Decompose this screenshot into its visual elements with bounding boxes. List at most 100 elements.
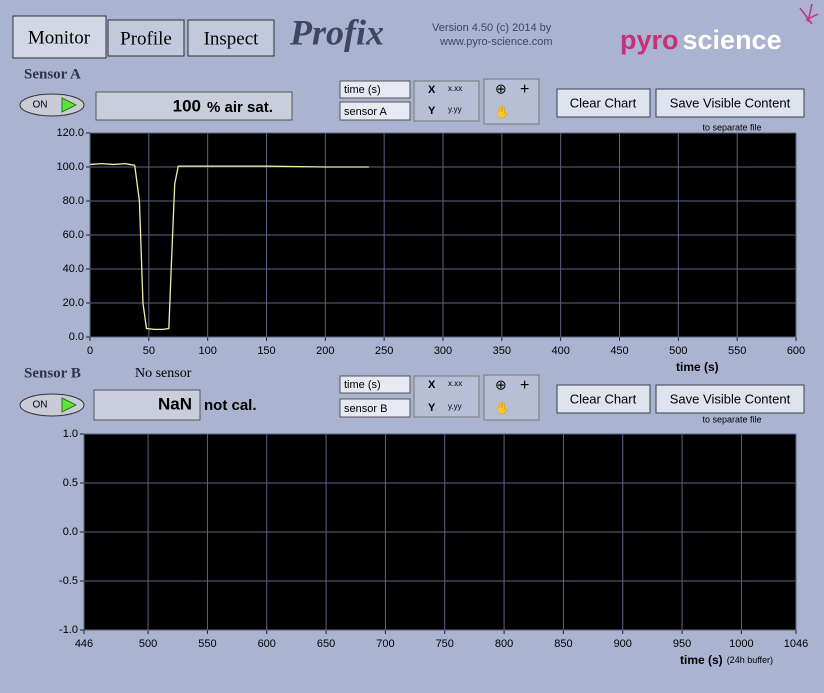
logo-icon — [799, 3, 819, 25]
x-tick-label: 1000 — [729, 638, 753, 650]
save-button[interactable] — [655, 88, 805, 118]
y-tick-label: -0.5 — [59, 575, 78, 587]
x-axis-label-text: time (s) — [676, 360, 719, 374]
y-tick-label: 60.0 — [63, 229, 84, 241]
scale-panel — [413, 80, 480, 122]
pan-icon[interactable]: ✋ — [495, 105, 510, 119]
y-scale-icon[interactable]: Y — [428, 402, 436, 414]
y-tick-label: 0.0 — [63, 526, 78, 538]
y-scale-icon[interactable]: Y — [428, 105, 436, 117]
y-format[interactable]: y.yy — [448, 402, 462, 411]
palette — [483, 374, 540, 421]
y-tick-label: 0.0 — [69, 331, 84, 343]
save-note: to separate file — [702, 122, 761, 132]
toggle-label: ON — [33, 400, 48, 411]
zoom-icon[interactable]: ⊕ — [495, 377, 507, 393]
x-control-label: time (s) — [344, 84, 381, 96]
y-tick-label: 0.5 — [63, 477, 78, 489]
save-note: to separate file — [702, 414, 761, 424]
unit: % air sat. — [207, 99, 273, 116]
zoom-icon[interactable]: ⊕ — [495, 81, 507, 97]
x-scale-icon[interactable]: X — [428, 84, 436, 96]
clear-button-label: Clear Chart — [570, 95, 637, 110]
toggle[interactable]: ON — [19, 93, 85, 117]
x-tick-label: 550 — [198, 638, 216, 650]
version: Version 4.50 (c) 2014 by — [432, 22, 552, 34]
y-tick-label: 1.0 — [63, 428, 78, 440]
y-format[interactable]: y.yy — [448, 105, 462, 114]
x-tick-label: 200 — [316, 345, 334, 357]
y-control[interactable] — [339, 398, 411, 418]
x-format[interactable]: x.xx — [448, 84, 462, 93]
x-control[interactable] — [339, 80, 411, 99]
x-tick-label: 550 — [728, 345, 746, 357]
cursor-icon[interactable]: + — [520, 377, 529, 394]
x-tick-label: 950 — [673, 638, 691, 650]
x-tick-label: 850 — [554, 638, 572, 650]
x-tick-label: 350 — [493, 345, 511, 357]
y-tick-label: 40.0 — [63, 263, 84, 275]
x-tick-label: 650 — [317, 638, 335, 650]
sensor-label: Sensor A — [24, 66, 81, 82]
x-tick-label: 700 — [376, 638, 394, 650]
x-axis-label-text: time (s) — [680, 653, 723, 667]
scale-panel — [413, 375, 480, 418]
x-tick-label: 500 — [139, 638, 157, 650]
palette — [483, 78, 540, 125]
sensor-label: Sensor B — [24, 365, 81, 381]
tab-bg[interactable] — [187, 19, 275, 57]
y-tick-label: 20.0 — [63, 297, 84, 309]
clear-button[interactable] — [556, 384, 651, 414]
x-axis-label-note: (24h buffer) — [727, 655, 773, 665]
y-control-label: sensor B — [344, 403, 387, 415]
sensor-status: No sensor — [135, 366, 192, 381]
x-tick-label: 250 — [375, 345, 393, 357]
x-axis-label: time (s) — [676, 360, 719, 374]
x-control-label: time (s) — [344, 379, 381, 391]
tab-active-bg[interactable] — [12, 15, 107, 59]
y-tick-label: -1.0 — [59, 624, 78, 636]
x-tick-label: 400 — [551, 345, 569, 357]
x-control[interactable] — [339, 375, 411, 394]
cursor-icon[interactable]: + — [520, 81, 529, 98]
reading-box — [95, 91, 293, 121]
toggle[interactable]: ON — [19, 393, 85, 417]
pan-icon[interactable]: ✋ — [495, 401, 510, 415]
y-tick-label: 100.0 — [56, 161, 84, 173]
x-tick-label: 800 — [495, 638, 513, 650]
x-tick-label: 0 — [87, 345, 93, 357]
x-format[interactable]: x.xx — [448, 379, 462, 388]
x-tick-label: 150 — [257, 345, 275, 357]
y-control[interactable] — [339, 101, 411, 121]
x-tick-label: 750 — [436, 638, 454, 650]
toggle-label: ON — [33, 100, 48, 111]
save-button-label: Save Visible Content — [670, 95, 791, 110]
reading: NaN — [158, 394, 192, 413]
website: www.pyro-science.com — [439, 36, 552, 48]
x-scale-icon[interactable]: X — [428, 379, 436, 391]
x-tick-label: 100 — [198, 345, 216, 357]
reading-box — [93, 389, 201, 421]
x-tick-label: 50 — [143, 345, 155, 357]
clear-button[interactable] — [556, 88, 651, 118]
unit: not cal. — [204, 397, 257, 414]
logo-pyro: pyro — [620, 25, 679, 55]
x-tick-label: 1046 — [784, 638, 808, 650]
clear-button-label: Clear Chart — [570, 391, 637, 406]
save-button-label: Save Visible Content — [670, 391, 791, 406]
tab[interactable]: Monitor — [28, 27, 91, 48]
y-tick-label: 80.0 — [63, 195, 84, 207]
tab[interactable]: Profile — [120, 28, 172, 49]
app-title: Profix — [289, 12, 384, 52]
tab[interactable]: Inspect — [204, 28, 260, 49]
x-axis-label: time (s) (24h buffer) — [680, 653, 773, 667]
data-line — [89, 162, 369, 330]
x-tick-label: 450 — [610, 345, 628, 357]
y-tick-label: 120.0 — [56, 127, 84, 139]
logo-science: science — [683, 25, 782, 55]
tab-bg[interactable] — [107, 19, 185, 57]
x-tick-label: 500 — [669, 345, 687, 357]
save-button[interactable] — [655, 384, 805, 414]
x-tick-label: 600 — [258, 638, 276, 650]
